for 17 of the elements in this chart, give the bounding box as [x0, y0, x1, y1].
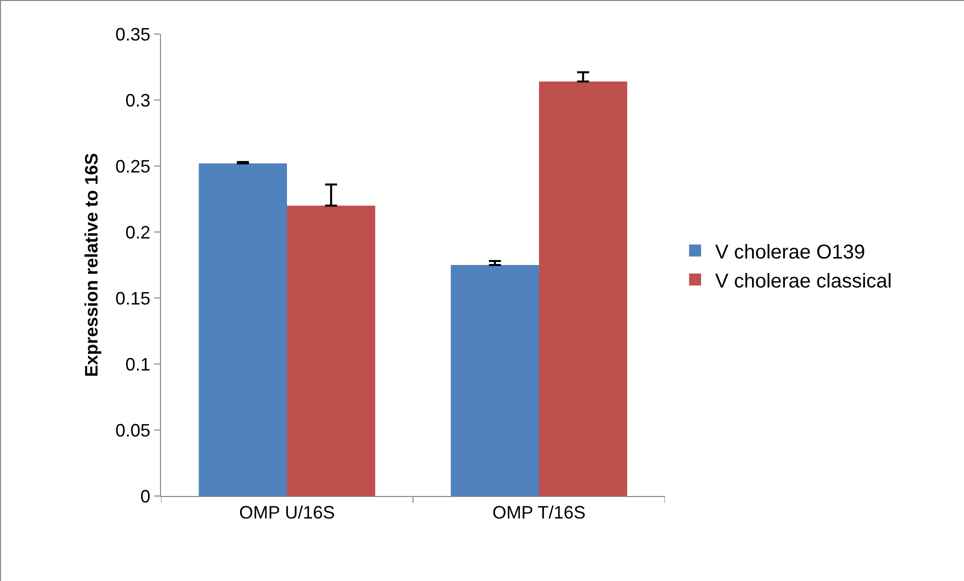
x-tick-label: OMP T/16S [492, 502, 586, 523]
y-tick-label: 0.25 [115, 156, 150, 176]
y-axis-title: Expression relative to 16S [82, 152, 102, 378]
x-tick-label: OMP U/16S [239, 502, 335, 523]
legend-label: V cholerae O139 [715, 241, 866, 264]
bar [450, 265, 539, 496]
y-tick-label: 0.35 [115, 24, 150, 44]
y-tick-label: 0.15 [115, 288, 150, 308]
y-tick-label: 0.1 [125, 354, 150, 374]
y-tick-label: 0.2 [125, 222, 150, 242]
legend-label: V cholerae classical [715, 270, 892, 292]
y-tick-label: 0.05 [115, 420, 150, 440]
bar [539, 82, 628, 496]
bar [198, 163, 287, 496]
y-tick-label: 0 [140, 486, 150, 506]
bar [287, 206, 376, 496]
y-tick-label: 0.3 [125, 90, 150, 110]
